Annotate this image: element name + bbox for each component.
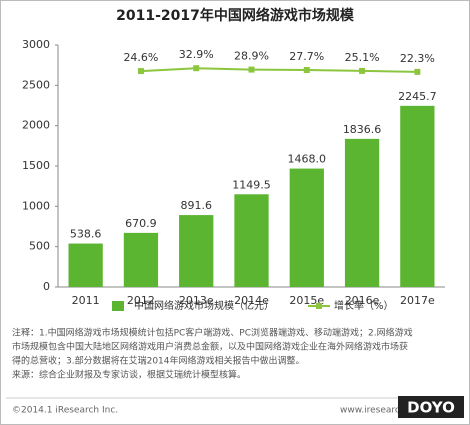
bar-label: 1149.5 [232,178,271,191]
bar [179,215,214,287]
x-tick-label: 2013e [179,294,214,307]
bar [289,168,324,287]
y-tick-label: 0 [43,280,50,293]
line-label: 32.9% [179,48,214,61]
line-marker [193,65,200,72]
bar-label: 538.6 [70,228,102,241]
bar [234,194,269,287]
y-tick-label: 1000 [22,199,50,212]
line-label: 22.3% [400,52,435,65]
legend-swatch [112,301,124,311]
copyright: ©2014.1 iResearch Inc. [12,406,118,416]
line-label: 25.1% [345,51,380,64]
bar [344,138,380,287]
line-label: 27.7% [289,50,324,63]
bar-label: 670.9 [125,217,157,230]
line-marker [359,67,366,74]
y-tick-label: 3000 [22,38,50,51]
note: 得的总营收；3.部分数据将在艾瑞2014年网络游戏相关报告中做出调整。 [12,355,305,367]
bar [400,105,435,287]
y-tick-label: 500 [29,240,50,253]
line-marker [303,66,310,73]
x-tick-label: 2012 [127,294,155,307]
y-tick-label: 2000 [22,119,50,132]
note: 市场规模包含中国大陆地区网络游戏用户消费总金额，以及中国网络游戏企业在海外网络游… [12,341,408,353]
bar-label: 1836.6 [343,123,382,136]
line [140,67,418,73]
line-marker [414,68,421,75]
legend-label: 中国网络游戏市场规模（亿元） [134,299,274,312]
bar-label: 891.6 [180,199,212,212]
bar-label: 1468.0 [288,153,327,166]
legend-marker [316,303,322,309]
line-marker [137,68,144,75]
watermark: DOYO [407,399,455,417]
x-tick-label: 2015e [289,294,324,307]
legend-label: 增长率（%） [334,299,394,312]
x-tick-label: 2016e [345,294,380,307]
website: www.iresearch.com.cn [340,406,441,416]
bar [123,232,159,287]
bar-label: 2245.7 [398,90,437,103]
note: 注释：1.中国网络游戏市场规模统计包括PC客户端游戏、PC浏览器端游戏、移动端游… [12,327,413,339]
x-tick-label: 2014e [234,294,269,307]
line-label: 24.6% [123,51,158,64]
bar [68,243,103,287]
x-tick-label: 2017e [400,294,435,307]
line-marker [248,66,255,73]
line-label: 28.9% [234,50,269,63]
x-tick-label: 2011 [72,294,100,307]
note: 来源：综合企业财报及专家访谈，根据艾瑞统计模型核算。 [12,369,246,381]
chart-title: 2011-2017年中国网络游戏市场规模 [116,7,355,24]
watermark-bg [398,396,464,418]
y-tick-label: 1500 [22,159,50,172]
y-tick-label: 2500 [22,78,50,91]
